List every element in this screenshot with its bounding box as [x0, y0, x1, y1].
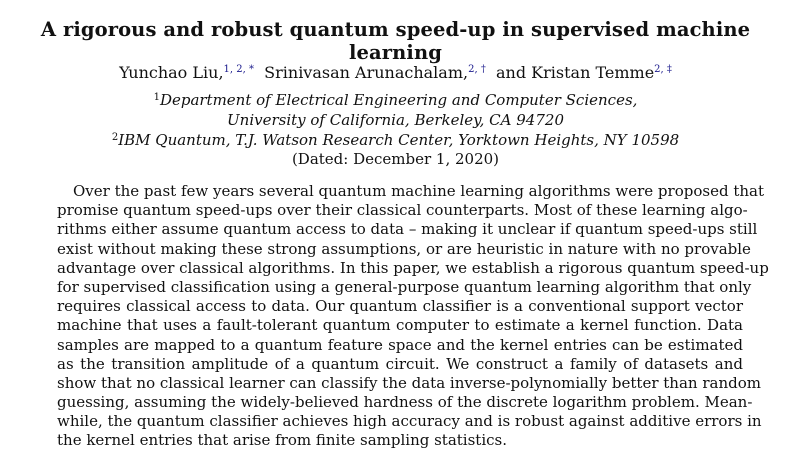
abstract-line: for supervised classification using a ge… [57, 277, 752, 296]
affiliation-line: University of California, Berkeley, CA 9… [227, 111, 564, 129]
author-name: Srinivasan Arunachalam, [264, 63, 469, 82]
abstract: Over the past few years several quantum … [57, 182, 769, 451]
abstract-line: guessing, assuming the widely-believed h… [57, 393, 753, 412]
abstract-line: advantage over classical algorithms. In … [57, 258, 769, 277]
paper-title: A rigorous and robust quantum speed-up i… [40, 18, 751, 64]
abstract-line: rithms either assume quantum access to d… [57, 220, 758, 239]
affiliation-number: 1 [153, 92, 160, 103]
abstract-line: the kernel entries that arise from finit… [57, 431, 507, 450]
abstract-line: Over the past few years several quantum … [73, 182, 764, 200]
abstract-line: show that no classical learner can class… [57, 373, 761, 392]
abstract-line: promise quantum speed-ups over their cla… [57, 201, 748, 220]
affiliation-line: 1Department of Electrical Engineering an… [153, 91, 638, 109]
abstract-line: samples are mapped to a quantum feature … [57, 335, 743, 354]
abstract-line: machine that uses a fault-tolerant quant… [57, 316, 743, 335]
affiliation-1: 1Department of Electrical Engineering an… [0, 90, 791, 130]
affiliation-number: 2 [111, 132, 119, 143]
abstract-line: as the transition amplitude of a quantum… [57, 354, 743, 373]
author-name: and Kristan Temme [496, 63, 655, 82]
affiliation-line: 2IBM Quantum, T.J. Watson Research Cente… [111, 131, 680, 149]
author-affiliation-mark[interactable]: 2, ‡ [654, 64, 672, 75]
abstract-line: requires classical access to data. Our q… [57, 297, 743, 316]
abstract-line: while, the quantum classifier achieves h… [57, 412, 762, 431]
author-affiliation-mark[interactable]: 2, † [468, 64, 486, 75]
affiliation-2: 2IBM Quantum, T.J. Watson Research Cente… [0, 130, 791, 150]
author-affiliation-mark[interactable]: 1, 2, * [223, 64, 254, 75]
date-line: (Dated: December 1, 2020) [291, 150, 500, 168]
author-list: Yunchao Liu,1, 2, * Srinivasan Arunachal… [0, 63, 791, 82]
abstract-line: exist without making these strong assump… [57, 239, 751, 258]
author-name: Yunchao Liu, [119, 63, 224, 82]
